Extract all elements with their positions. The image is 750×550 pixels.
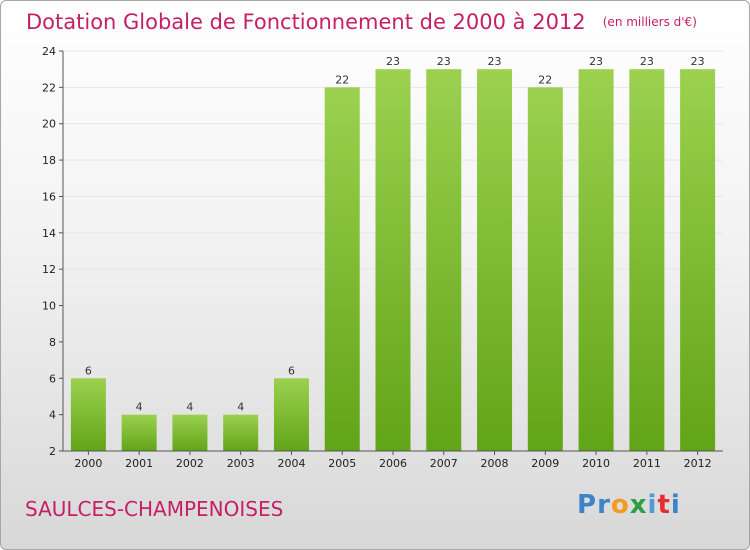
x-tick-label-2012: 2012	[684, 457, 712, 470]
data-label-2009: 22	[538, 73, 552, 86]
data-label-2011: 23	[640, 55, 654, 68]
bar-2010	[578, 69, 614, 451]
logo-letter: P	[577, 490, 598, 520]
y-tick-label: 12	[42, 263, 56, 276]
y-tick-label: 16	[42, 190, 56, 203]
data-label-2008: 23	[488, 55, 502, 68]
bar-2000	[70, 378, 106, 451]
y-tick-label: 20	[42, 118, 56, 131]
bar-2002	[172, 414, 208, 451]
bar-2008	[477, 69, 513, 451]
bar-2012	[680, 69, 716, 451]
bar-2011	[629, 69, 665, 451]
y-tick-label: 8	[49, 336, 56, 349]
x-tick-label-2006: 2006	[379, 457, 407, 470]
y-tick-label: 4	[49, 409, 56, 422]
data-label-2004: 6	[288, 364, 295, 377]
logo-letter: r	[597, 490, 611, 520]
y-tick-label: 18	[42, 154, 56, 167]
x-tick-label-2011: 2011	[633, 457, 661, 470]
logo-letter: i	[670, 490, 681, 520]
x-tick-label-2009: 2009	[531, 457, 559, 470]
data-label-2000: 6	[85, 364, 92, 377]
data-label-2005: 22	[335, 73, 349, 86]
logo-letter: i	[647, 490, 658, 520]
title-row: Dotation Globale de Fonctionnement de 20…	[26, 9, 697, 35]
data-label-2002: 4	[186, 401, 193, 414]
data-label-2010: 23	[589, 55, 603, 68]
x-tick-label-2001: 2001	[125, 457, 153, 470]
logo-letter: t	[657, 490, 671, 520]
bar-2007	[426, 69, 462, 451]
bar-layer	[70, 69, 716, 451]
x-tick-label-2003: 2003	[227, 457, 255, 470]
axis-layer	[59, 50, 723, 455]
bar-2004	[273, 378, 309, 451]
data-label-2001: 4	[136, 401, 143, 414]
x-tick-label-2005: 2005	[328, 457, 356, 470]
bar-2005	[324, 87, 360, 451]
y-tick-label: 10	[42, 300, 56, 313]
x-tick-label-2000: 2000	[74, 457, 102, 470]
y-tick-label: 22	[42, 81, 56, 94]
logo-letter: o	[610, 490, 630, 520]
y-tick-label: 24	[42, 45, 56, 58]
x-tick-label-2004: 2004	[277, 457, 305, 470]
y-tick-label: 14	[42, 227, 56, 240]
logo-letter: x	[629, 490, 648, 520]
chart-subtitle: (en milliers d'€)	[602, 15, 697, 29]
data-label-2012: 23	[691, 55, 705, 68]
x-tick-label-2010: 2010	[582, 457, 610, 470]
label-layer: 2468101214161820222462000420014200242003…	[42, 45, 712, 470]
bar-2003	[223, 414, 259, 451]
proxiti-logo: Proxiti	[577, 490, 681, 520]
x-tick-label-2002: 2002	[176, 457, 204, 470]
data-label-2006: 23	[386, 55, 400, 68]
x-tick-label-2007: 2007	[430, 457, 458, 470]
y-tick-label: 6	[49, 372, 56, 385]
data-label-2007: 23	[437, 55, 451, 68]
bar-2006	[375, 69, 411, 451]
chart-title: Dotation Globale de Fonctionnement de 20…	[26, 10, 586, 34]
x-tick-label-2008: 2008	[481, 457, 509, 470]
bar-2001	[121, 414, 157, 451]
bar-2009	[527, 87, 563, 451]
data-label-2003: 4	[237, 401, 244, 414]
commune-name: SAULCES-CHAMPENOISES	[25, 497, 284, 521]
y-tick-label: 2	[49, 445, 56, 458]
